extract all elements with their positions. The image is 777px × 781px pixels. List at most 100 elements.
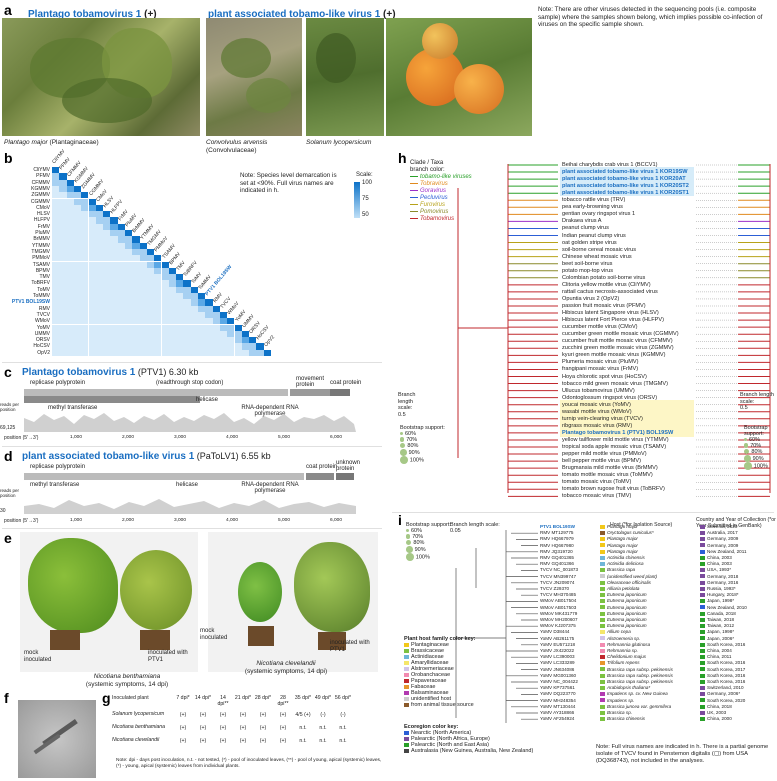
taxon-label: youcai mosaic virus (YoMV) (562, 401, 631, 408)
matrix-row-label: PFMV (36, 173, 50, 180)
patolv1-suffix: (+) (380, 9, 396, 20)
matrix-row-label: PluMV (35, 230, 50, 236)
matrix-cell (103, 230, 111, 237)
matrix-cell (59, 242, 67, 249)
matrix-row-label: YoMV (36, 324, 50, 331)
matrix-cell (154, 330, 162, 338)
matrix-cell (73, 204, 82, 212)
taxon-label: Drakaea virus A (562, 218, 602, 225)
matrix-cell (176, 318, 184, 325)
matrix-cell (132, 236, 140, 243)
matrix-cell (219, 349, 228, 356)
matrix-cell (168, 293, 177, 300)
isolate-accession: TVCV MH370485 (540, 592, 577, 598)
matrix-row-label: WMoV (35, 318, 50, 325)
tanglegram (457, 164, 771, 497)
matrix-cell (110, 236, 118, 243)
taxon-label: peanut clump virus (562, 225, 609, 232)
matrix-cell (52, 280, 60, 287)
matrix-cell (154, 318, 162, 325)
matrix-row-label: CFMMV (31, 179, 50, 186)
tomato-fruit-photo (386, 18, 532, 136)
matrix-cell (154, 305, 162, 312)
isolate-accession: RMV GQ401365 (540, 555, 574, 560)
matrix-row-label: ToMMV (33, 293, 50, 299)
matrix-cell (88, 286, 96, 293)
matrix-cell (183, 330, 191, 338)
matrix-cell (88, 248, 96, 256)
tick-label: 6,000 (330, 435, 343, 440)
d-gene-replicase: replicase polyprotein (30, 464, 86, 470)
matrix-cell (139, 242, 147, 249)
matrix-cell (198, 343, 206, 350)
isolate-host: Eutrema japonicum (600, 598, 647, 603)
branch-length-right: Branch length scale: 0.5 (740, 392, 774, 411)
isolate-accession: RMV JQ319720 (540, 548, 573, 554)
matrix-cell (161, 324, 169, 331)
matrix-cell (161, 261, 169, 268)
tick-label: 1,000 (70, 518, 83, 523)
clade-sub: branch color: (410, 167, 445, 173)
isolate-country: Germany, 2018 (700, 574, 738, 579)
matrix-cell (161, 318, 169, 325)
table-cell: (+) (199, 738, 207, 744)
matrix-cell (198, 293, 206, 300)
matrix-cell (125, 230, 133, 237)
matrix-cell (117, 343, 125, 350)
matrix-cell (59, 286, 67, 293)
matrix-cell (146, 330, 155, 338)
matrix-cell (117, 248, 125, 256)
matrix-cell (95, 343, 104, 350)
matrix-cell (117, 293, 125, 300)
taxon-label: tropical soda apple mosaic virus (TSAMV) (562, 444, 667, 450)
taxon-label: Brugmansia mild mottle virus (BrMMV) (562, 465, 658, 472)
taxon-label: Ullucus tobamovirus (UMMV) (562, 387, 635, 394)
matrix-cell (146, 299, 155, 306)
isolate-accession: YoMV LC333289 (540, 660, 575, 666)
isolate-host: Brassica juncea var. gemmifera (600, 704, 671, 709)
matrix-cell (59, 204, 67, 212)
matrix-cell (73, 299, 82, 306)
isolate-host: Plantago major (600, 524, 638, 529)
matrix-cell (227, 324, 235, 331)
isolate-country: Germany, 2009 (700, 536, 738, 541)
matrix-cell (59, 274, 67, 281)
matrix-cell (66, 330, 74, 338)
color-key-item: Papaveraceae (404, 678, 476, 684)
isolate-country: UK, 2003 (700, 710, 726, 715)
isolate-host: Brassica rapa subsp. pekinensis (600, 679, 673, 684)
taxon-label: wasabi mottle virus (WMoV) (562, 408, 632, 415)
matrix-cell (168, 337, 177, 344)
table-cell: n.t. (299, 725, 307, 731)
matrix-cell (132, 305, 140, 312)
matrix-cell (219, 324, 228, 331)
matrix-cell (205, 299, 213, 306)
d-xlabel: position (5'→3') (4, 518, 39, 524)
matrix-cell (125, 324, 133, 331)
matrix-cell (110, 248, 118, 256)
matrix-cell (73, 330, 82, 338)
matrix-cell (88, 349, 96, 356)
matrix-cell (110, 267, 118, 275)
color-key-item: Palearctic (North Africa, Europe) (404, 736, 533, 742)
isolate-country: China, 2000 (700, 716, 732, 721)
matrix-cell (110, 255, 118, 262)
matrix-cell (59, 318, 67, 325)
branch-length-left: Branch length scale: 0.5 (398, 392, 416, 418)
matrix-cell (234, 330, 242, 338)
d-coat-protein: coat protein (306, 464, 338, 470)
isolate-accession: WMoV AB017503 (540, 604, 577, 610)
matrix-cell (59, 337, 67, 344)
matrix-cell (125, 311, 133, 319)
matrix-cell (168, 305, 177, 312)
matrix-cell (154, 280, 162, 287)
eco-key: Ecoregion color key: Nearctic (North Ame… (404, 724, 533, 754)
matrix-cell (161, 337, 169, 344)
matrix-cell (183, 286, 191, 293)
clade-legend-item: Tobravirus (410, 181, 472, 188)
matrix-cell (88, 255, 96, 262)
isolate-country: Germany, 2009 (700, 543, 738, 548)
bootstrap-title: Bootstrap support: (406, 522, 451, 528)
matrix-cell (66, 267, 74, 275)
matrix-cell (241, 330, 250, 338)
